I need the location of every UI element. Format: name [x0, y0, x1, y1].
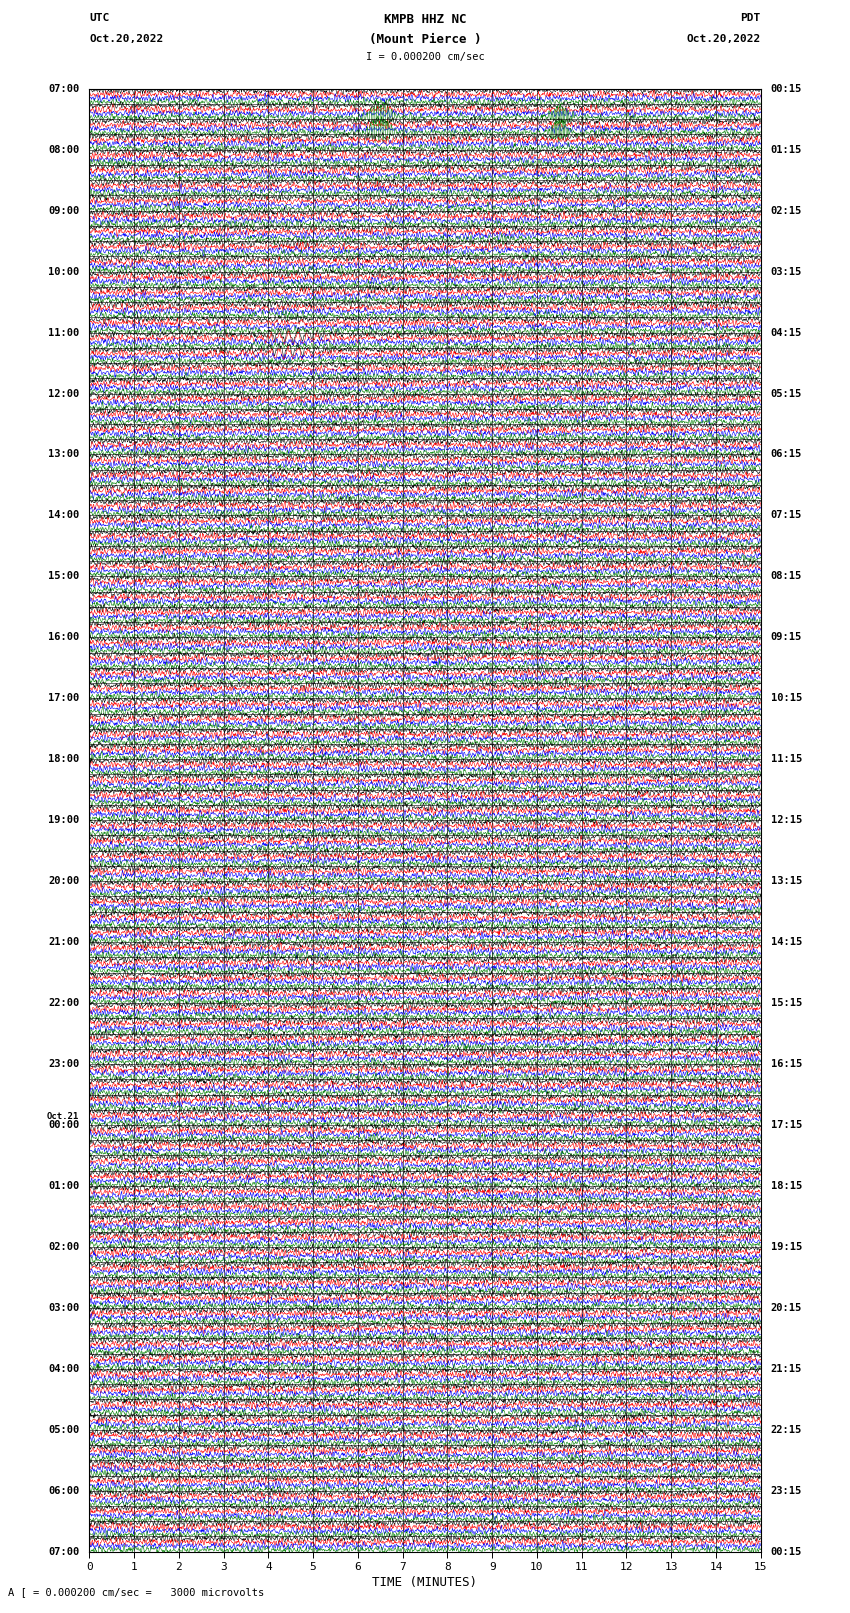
Text: UTC: UTC [89, 13, 110, 23]
Text: 23:00: 23:00 [48, 1060, 79, 1069]
Text: 14:00: 14:00 [48, 510, 79, 521]
Text: 04:15: 04:15 [771, 327, 802, 337]
Text: 18:15: 18:15 [771, 1181, 802, 1190]
Text: 03:00: 03:00 [48, 1303, 79, 1313]
Text: 17:00: 17:00 [48, 694, 79, 703]
Text: 00:15: 00:15 [771, 1547, 802, 1557]
X-axis label: TIME (MINUTES): TIME (MINUTES) [372, 1576, 478, 1589]
Text: 05:15: 05:15 [771, 389, 802, 398]
Text: 21:15: 21:15 [771, 1365, 802, 1374]
Text: 20:15: 20:15 [771, 1303, 802, 1313]
Text: 19:00: 19:00 [48, 815, 79, 826]
Text: 09:00: 09:00 [48, 205, 79, 216]
Text: 04:00: 04:00 [48, 1365, 79, 1374]
Text: 11:00: 11:00 [48, 327, 79, 337]
Text: 23:15: 23:15 [771, 1486, 802, 1495]
Text: 14:15: 14:15 [771, 937, 802, 947]
Text: 05:00: 05:00 [48, 1424, 79, 1436]
Text: 02:15: 02:15 [771, 205, 802, 216]
Text: 07:00: 07:00 [48, 84, 79, 94]
Text: KMPB HHZ NC: KMPB HHZ NC [383, 13, 467, 26]
Text: 22:00: 22:00 [48, 998, 79, 1008]
Text: 00:15: 00:15 [771, 84, 802, 94]
Text: 10:00: 10:00 [48, 266, 79, 276]
Text: 22:15: 22:15 [771, 1424, 802, 1436]
Text: 01:00: 01:00 [48, 1181, 79, 1190]
Text: 07:15: 07:15 [771, 510, 802, 521]
Text: 12:15: 12:15 [771, 815, 802, 826]
Text: 06:00: 06:00 [48, 1486, 79, 1495]
Text: 21:00: 21:00 [48, 937, 79, 947]
Text: 12:00: 12:00 [48, 389, 79, 398]
Text: Oct.20,2022: Oct.20,2022 [89, 34, 163, 44]
Text: 03:15: 03:15 [771, 266, 802, 276]
Text: 17:15: 17:15 [771, 1119, 802, 1131]
Text: 20:00: 20:00 [48, 876, 79, 886]
Text: 08:00: 08:00 [48, 145, 79, 155]
Text: 08:15: 08:15 [771, 571, 802, 581]
Text: 18:00: 18:00 [48, 755, 79, 765]
Text: 10:15: 10:15 [771, 694, 802, 703]
Text: 00:00: 00:00 [48, 1119, 79, 1131]
Text: 13:00: 13:00 [48, 450, 79, 460]
Text: 19:15: 19:15 [771, 1242, 802, 1252]
Text: 07:00: 07:00 [48, 1547, 79, 1557]
Text: 15:00: 15:00 [48, 571, 79, 581]
Text: 16:15: 16:15 [771, 1060, 802, 1069]
Text: 09:15: 09:15 [771, 632, 802, 642]
Text: PDT: PDT [740, 13, 761, 23]
Text: 13:15: 13:15 [771, 876, 802, 886]
Text: 15:15: 15:15 [771, 998, 802, 1008]
Text: Oct.21: Oct.21 [47, 1111, 79, 1121]
Text: (Mount Pierce ): (Mount Pierce ) [369, 32, 481, 45]
Text: Oct.20,2022: Oct.20,2022 [687, 34, 761, 44]
Text: 16:00: 16:00 [48, 632, 79, 642]
Text: 01:15: 01:15 [771, 145, 802, 155]
Text: 06:15: 06:15 [771, 450, 802, 460]
Text: 11:15: 11:15 [771, 755, 802, 765]
Text: A [ = 0.000200 cm/sec =   3000 microvolts: A [ = 0.000200 cm/sec = 3000 microvolts [8, 1587, 264, 1597]
Text: 02:00: 02:00 [48, 1242, 79, 1252]
Text: I = 0.000200 cm/sec: I = 0.000200 cm/sec [366, 52, 484, 61]
